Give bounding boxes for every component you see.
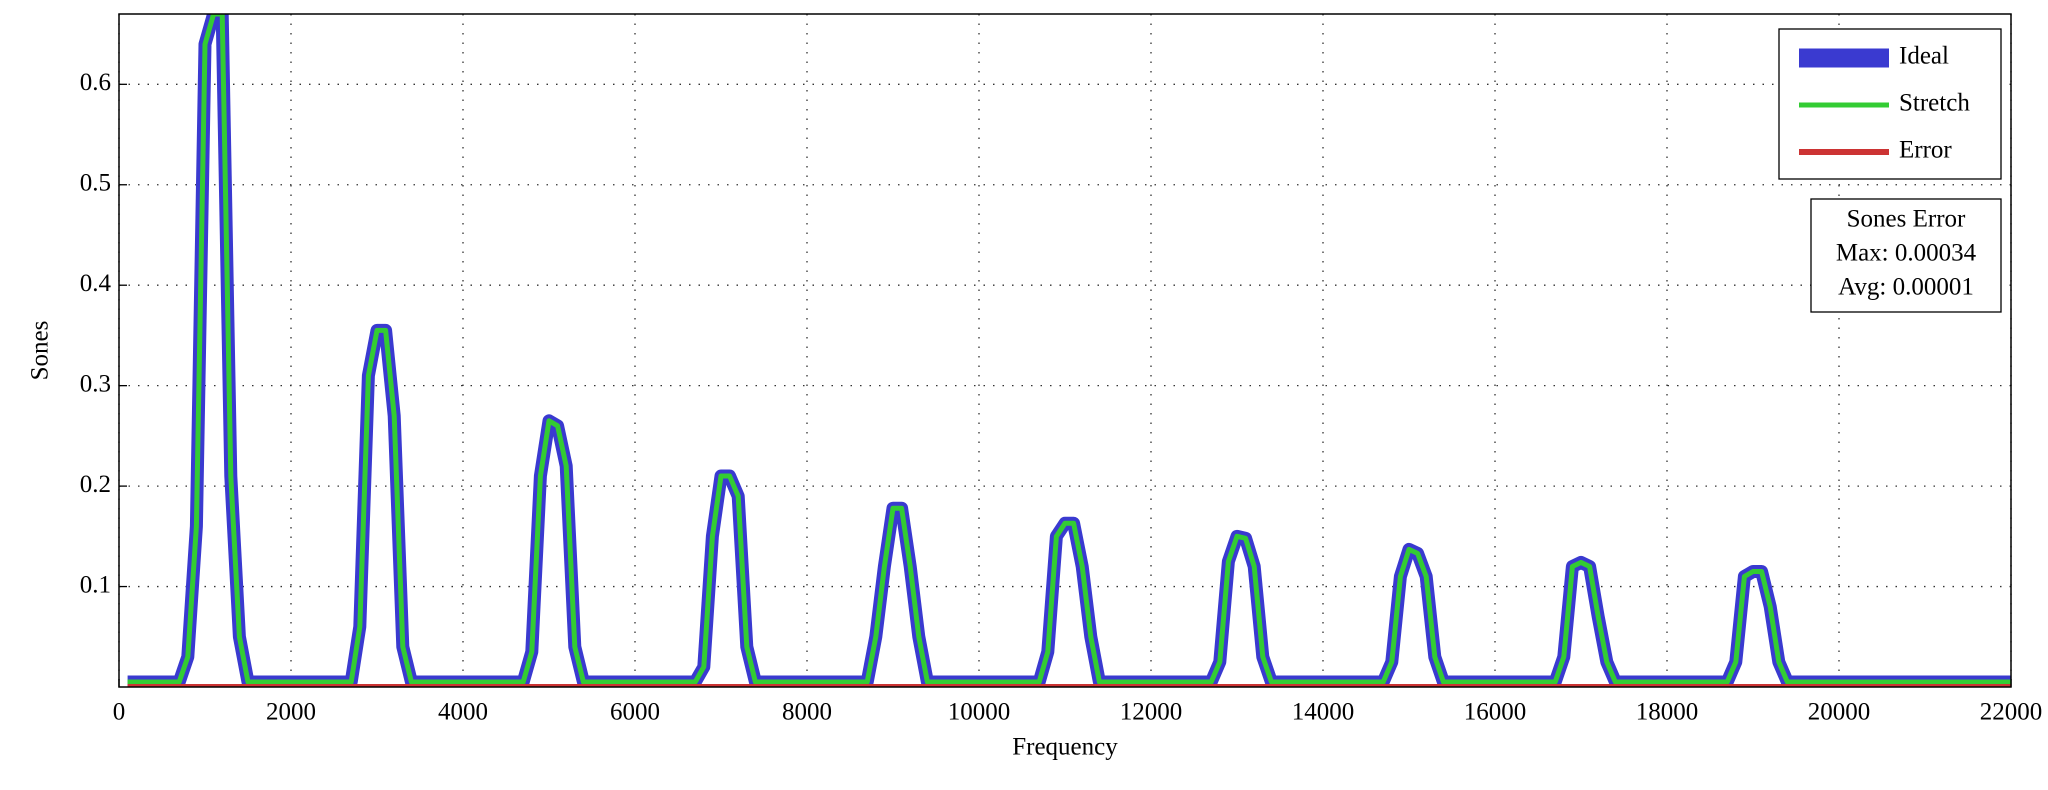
x-tick-label: 12000 [1120, 699, 1183, 726]
legend-label: Ideal [1899, 43, 1949, 70]
annotation-text: Sones Error [1847, 206, 1966, 233]
x-tick-label: 8000 [782, 699, 832, 726]
series-line [127, 14, 2011, 687]
legend-label: Error [1899, 137, 1952, 164]
y-tick-label: 0.6 [80, 69, 111, 96]
y-tick-label: 0.1 [80, 571, 111, 598]
x-tick-label: 14000 [1292, 699, 1355, 726]
x-tick-label: 0 [113, 699, 126, 726]
annotation-box [1810, 198, 2002, 313]
x-tick-label: 20000 [1808, 699, 1871, 726]
series-line [127, 14, 2011, 685]
x-tick-label: 22000 [1980, 699, 2043, 726]
annotation-text: Avg: 0.00001 [1838, 274, 1974, 301]
y-tick-label: 0.5 [80, 169, 111, 196]
x-axis-label: Frequency [1012, 734, 1118, 761]
y-tick-label: 0.3 [80, 370, 111, 397]
x-tick-label: 16000 [1464, 699, 1527, 726]
y-axis-label: Sones [27, 321, 54, 381]
x-tick-label: 10000 [948, 699, 1011, 726]
x-tick-label: 2000 [266, 699, 316, 726]
annotation-text: Max: 0.00034 [1836, 240, 1977, 267]
legend-label: Stretch [1899, 90, 1970, 117]
x-tick-label: 4000 [438, 699, 488, 726]
x-tick-label: 6000 [610, 699, 660, 726]
x-tick-label: 18000 [1636, 699, 1699, 726]
y-tick-label: 0.2 [80, 471, 111, 498]
plot-frame [118, 13, 2012, 688]
y-tick-label: 0.4 [80, 270, 112, 297]
